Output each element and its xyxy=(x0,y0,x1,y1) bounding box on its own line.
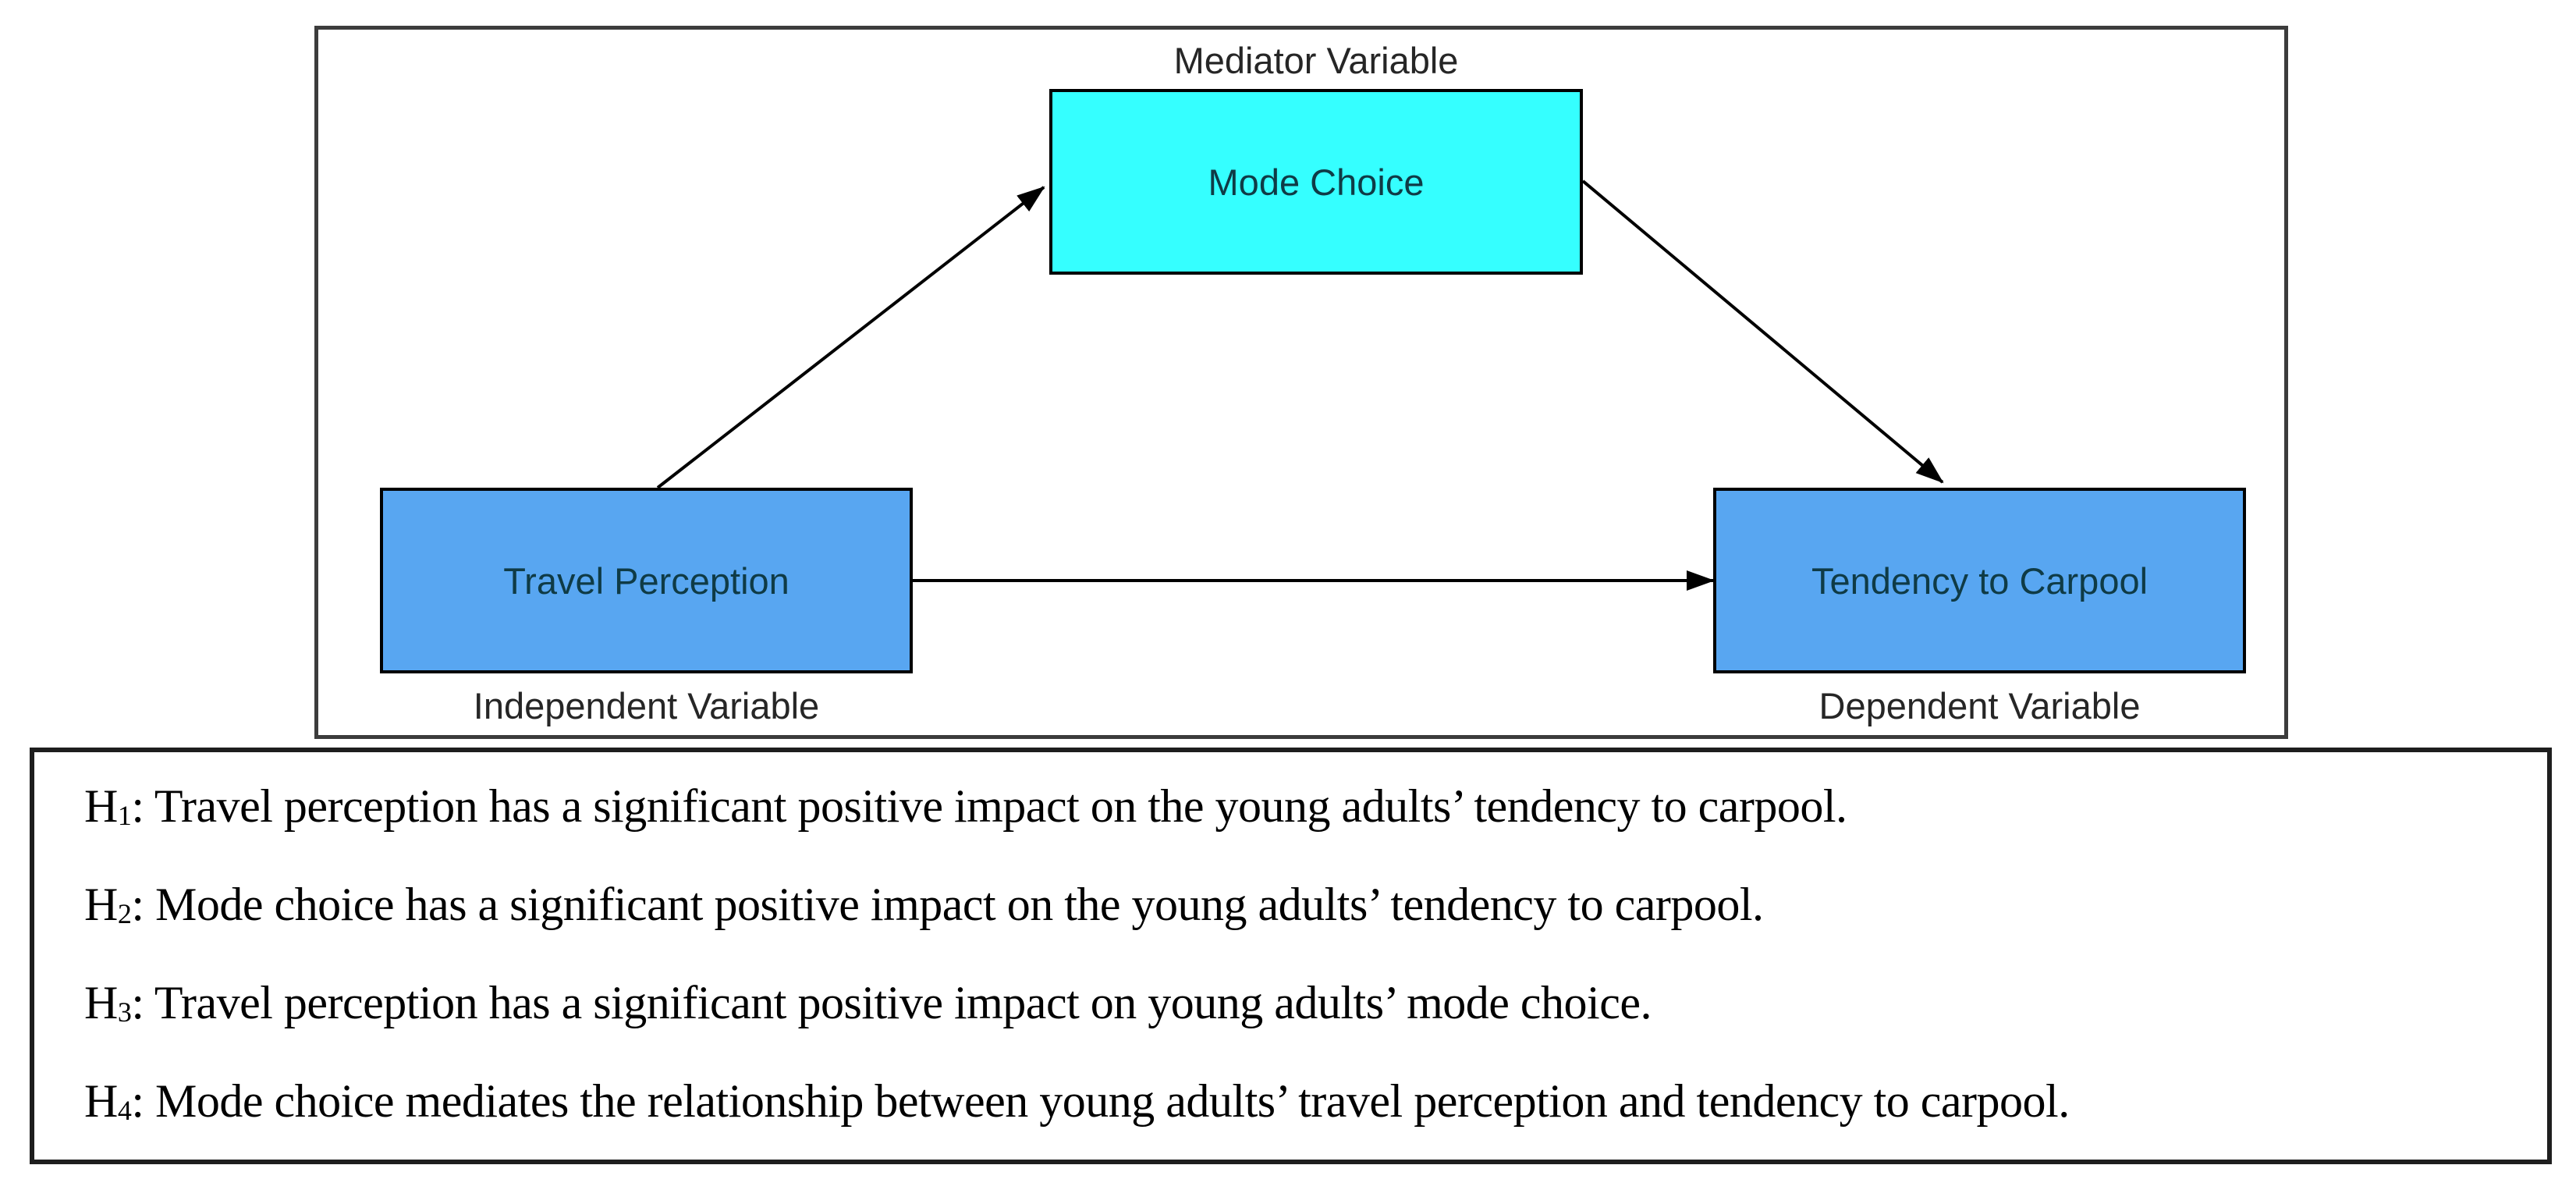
hypothesis-h1-prefix: H xyxy=(84,780,118,832)
hypothesis-h2-subscript: 2 xyxy=(117,897,132,929)
hypothesis-h4-text: : Mode choice mediates the relationship … xyxy=(131,1074,2070,1127)
mode-choice-node-label: Mode Choice xyxy=(1208,161,1425,203)
hypothesis-h1-subscript: 1 xyxy=(117,799,132,831)
hypothesis-h3-prefix: H xyxy=(84,976,118,1028)
tendency-to-carpool-node-label: Tendency to Carpool xyxy=(1811,559,2148,602)
hypothesis-h4: H4: Mode choice mediates the relationshi… xyxy=(84,1074,2532,1128)
dependent-variable-label: Dependent Variable xyxy=(1818,685,2141,726)
mediator-variable-label: Mediator Variable xyxy=(1173,40,1459,81)
arrow-mode-choice-to-tendency-to-carpool xyxy=(1581,179,1944,484)
arrow-travel-perception-to-mode-choice xyxy=(656,186,1045,489)
hypothesis-h4-prefix: H xyxy=(84,1074,118,1127)
hypothesis-h2-text: : Mode choice has a significant positive… xyxy=(131,878,1764,930)
travel-perception-node: Travel Perception xyxy=(380,488,913,673)
hypothesis-h1: H1: Travel perception has a significant … xyxy=(84,780,2532,833)
hypotheses-box: H1: Travel perception has a significant … xyxy=(30,748,2552,1164)
independent-variable-label: Independent Variable xyxy=(473,685,820,726)
mediation-diagram-frame: Mediator Variable Mode Choice Travel Per… xyxy=(314,26,2288,739)
arrow-layer xyxy=(656,179,1944,591)
hypothesis-h4-subscript: 4 xyxy=(117,1094,132,1126)
hypothesis-h3-text: : Travel perception has a significant po… xyxy=(131,976,1652,1028)
hypothesis-h3-subscript: 3 xyxy=(117,996,132,1028)
hypothesis-h1-text: : Travel perception has a significant po… xyxy=(131,780,1847,832)
tendency-to-carpool-node: Tendency to Carpool xyxy=(1713,488,2246,673)
hypothesis-h3: H3: Travel perception has a significant … xyxy=(84,976,2532,1030)
travel-perception-node-label: Travel Perception xyxy=(503,559,789,602)
hypothesis-h2-prefix: H xyxy=(84,878,118,930)
mode-choice-node: Mode Choice xyxy=(1049,89,1583,275)
hypothesis-h2: H2: Mode choice has a significant positi… xyxy=(84,878,2532,932)
